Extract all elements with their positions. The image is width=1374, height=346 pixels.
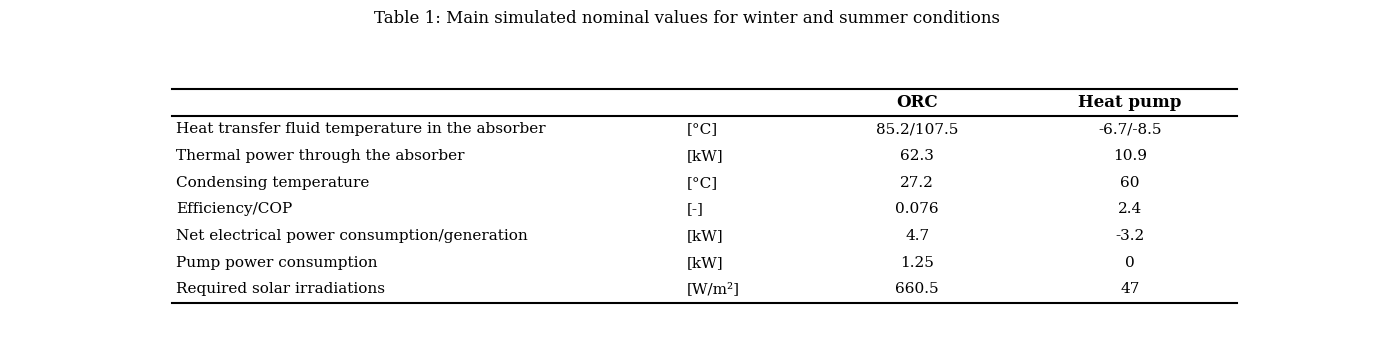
Text: Required solar irradiations: Required solar irradiations — [176, 282, 385, 296]
Text: ORC: ORC — [896, 94, 938, 111]
Text: 1.25: 1.25 — [900, 256, 934, 270]
Text: Heat transfer fluid temperature in the absorber: Heat transfer fluid temperature in the a… — [176, 122, 545, 136]
Text: Efficiency/COP: Efficiency/COP — [176, 202, 293, 216]
Text: 660.5: 660.5 — [896, 282, 938, 296]
Text: 85.2/107.5: 85.2/107.5 — [877, 122, 958, 136]
Text: [°C]: [°C] — [687, 122, 719, 136]
Text: 0.076: 0.076 — [896, 202, 938, 216]
Text: Heat pump: Heat pump — [1079, 94, 1182, 111]
Text: [kW]: [kW] — [687, 149, 724, 163]
Text: Table 1: Main simulated nominal values for winter and summer conditions: Table 1: Main simulated nominal values f… — [374, 10, 1000, 27]
Text: 62.3: 62.3 — [900, 149, 934, 163]
Text: Net electrical power consumption/generation: Net electrical power consumption/generat… — [176, 229, 528, 243]
Text: 27.2: 27.2 — [900, 176, 934, 190]
Text: 0: 0 — [1125, 256, 1135, 270]
Text: -6.7/-8.5: -6.7/-8.5 — [1098, 122, 1162, 136]
Text: [°C]: [°C] — [687, 176, 719, 190]
Text: 47: 47 — [1120, 282, 1140, 296]
Text: [kW]: [kW] — [687, 229, 724, 243]
Text: -3.2: -3.2 — [1116, 229, 1145, 243]
Text: 10.9: 10.9 — [1113, 149, 1147, 163]
Text: Condensing temperature: Condensing temperature — [176, 176, 370, 190]
Text: [kW]: [kW] — [687, 256, 724, 270]
Text: Thermal power through the absorber: Thermal power through the absorber — [176, 149, 464, 163]
Text: [W/m²]: [W/m²] — [687, 282, 741, 296]
Text: 4.7: 4.7 — [905, 229, 929, 243]
Text: Pump power consumption: Pump power consumption — [176, 256, 378, 270]
Text: 2.4: 2.4 — [1118, 202, 1142, 216]
Text: [-]: [-] — [687, 202, 703, 216]
Text: 60: 60 — [1120, 176, 1140, 190]
